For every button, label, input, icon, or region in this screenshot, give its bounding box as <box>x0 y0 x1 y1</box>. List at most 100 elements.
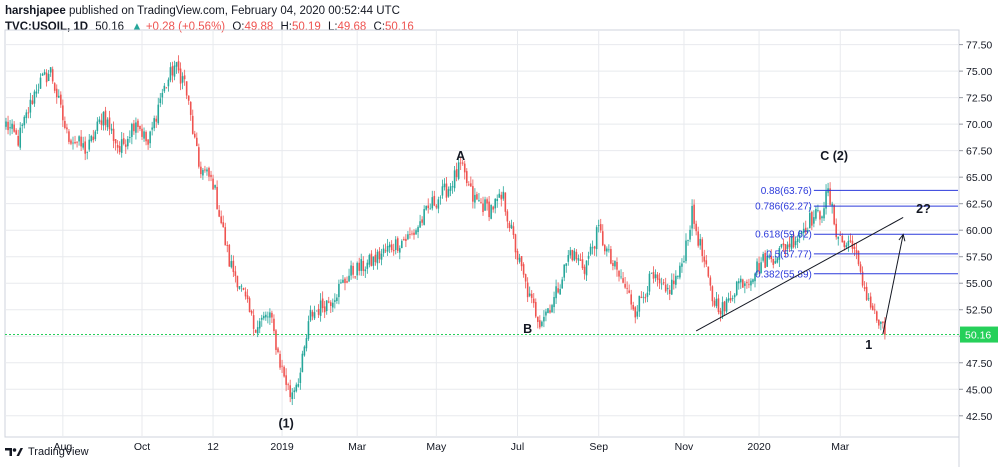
candle-body <box>208 167 210 177</box>
candle <box>719 307 722 322</box>
candle <box>421 216 423 226</box>
candle <box>713 297 716 308</box>
candle-body <box>849 240 852 242</box>
candle-body <box>145 131 147 142</box>
candle-body <box>151 127 153 130</box>
candle-body <box>143 131 145 139</box>
x-tick-label: Nov <box>675 441 694 453</box>
x-tick-label: 2019 <box>270 441 294 453</box>
price-axis[interactable]: 77.50 75.00 72.50 70.00 67.50 65.00 62.50 60.00… <box>959 40 998 423</box>
footer: TradingView <box>5 446 89 458</box>
brand-name[interactable]: TradingView <box>28 446 89 458</box>
candle <box>409 227 411 239</box>
candle-body <box>212 178 214 190</box>
candle <box>311 309 314 321</box>
candle-body <box>855 249 858 253</box>
candle-body <box>307 321 310 339</box>
last-price-tag <box>960 326 998 343</box>
candle <box>161 88 164 105</box>
candle <box>127 136 129 150</box>
candle <box>498 189 501 198</box>
candle <box>200 161 202 179</box>
candle <box>360 253 363 276</box>
candle <box>457 159 460 181</box>
y-tick-label: 42.50 <box>966 411 992 423</box>
candle <box>656 272 659 287</box>
candle <box>396 236 399 254</box>
candle-body <box>713 300 716 306</box>
candle <box>222 215 225 228</box>
candle-body <box>202 169 204 176</box>
candle-body <box>92 136 95 140</box>
candle <box>431 190 434 211</box>
candle <box>563 264 566 282</box>
candle <box>837 236 840 246</box>
candle <box>796 235 799 249</box>
candle <box>484 196 486 211</box>
candle <box>721 296 724 319</box>
y-tick-label: 55.00 <box>966 278 992 290</box>
candle <box>675 270 677 289</box>
candle <box>632 301 635 311</box>
candle <box>370 250 373 267</box>
candle <box>84 136 86 161</box>
candle <box>670 273 673 296</box>
candle-body <box>644 297 647 299</box>
candle-body <box>798 234 801 239</box>
candle <box>528 286 531 298</box>
candle-body <box>435 205 438 208</box>
candle-body <box>679 265 681 278</box>
candle-body <box>725 299 728 312</box>
candle <box>325 300 328 315</box>
candle-body <box>871 305 874 311</box>
candle-body <box>484 199 486 211</box>
candle <box>567 250 570 266</box>
candle <box>86 151 89 160</box>
candle-body <box>11 123 13 129</box>
candle <box>839 231 842 236</box>
candle-body <box>175 62 178 67</box>
publisher-name[interactable]: harshjapee <box>5 5 66 17</box>
time-axis[interactable]: Aug Oct 12 2019 Mar May Jul Sep Nov 2020 Mar <box>54 441 850 453</box>
candle-body <box>57 95 60 98</box>
candle <box>11 119 13 135</box>
candle <box>646 286 649 303</box>
candle <box>601 224 604 247</box>
candle-body <box>642 296 645 298</box>
candle-body <box>384 250 387 252</box>
candle <box>809 207 811 229</box>
candle-body <box>579 259 582 261</box>
candle-body <box>66 127 68 130</box>
candle <box>825 184 827 215</box>
candle <box>80 130 82 151</box>
candle <box>472 179 474 209</box>
candle-body <box>573 250 576 261</box>
candle <box>45 69 48 87</box>
candle-body <box>323 306 326 313</box>
candle-body <box>802 228 805 234</box>
candle-body <box>652 271 655 279</box>
candle-body <box>403 239 405 241</box>
candle-body <box>325 300 328 312</box>
candle-body <box>778 248 781 260</box>
candle <box>758 256 760 275</box>
fibonacci-levels: 0.88(63.76) 0.786(62.27) 0.618(59.62) 0.5(5… <box>755 186 958 280</box>
candle <box>338 279 340 305</box>
candle <box>606 246 608 257</box>
candle <box>423 205 425 226</box>
candle <box>47 69 50 82</box>
candle-body <box>875 311 878 321</box>
candle <box>303 345 306 357</box>
candle <box>129 130 131 143</box>
candle-body <box>541 321 543 326</box>
candle-body <box>522 264 525 275</box>
candle-body <box>829 188 831 205</box>
candle-body <box>867 298 870 300</box>
candle-body <box>191 115 194 134</box>
x-tick-label: 2020 <box>747 441 771 453</box>
candle <box>573 248 576 262</box>
candle-body <box>758 263 760 272</box>
candle <box>502 186 505 201</box>
candle-body <box>210 174 212 177</box>
